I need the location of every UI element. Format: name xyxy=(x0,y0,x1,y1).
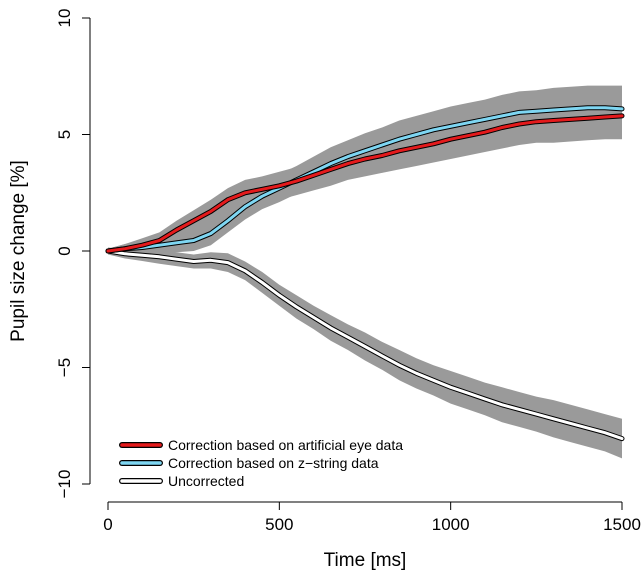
legend: Correction based on artificial eye data C… xyxy=(119,437,403,489)
x-tick-label: 1000 xyxy=(432,515,470,534)
series-lines xyxy=(105,105,625,442)
y-tick-label: −10 xyxy=(55,470,74,499)
legend-label: Correction based on z−string data xyxy=(168,455,379,471)
x-tick-label: 500 xyxy=(265,515,293,534)
series-line xyxy=(106,114,624,253)
y-tick-label: 0 xyxy=(55,246,74,255)
y-axis-title: Pupil size change [%] xyxy=(8,160,29,342)
y-tick-label: 5 xyxy=(55,130,74,139)
axes: 0 500 1000 1500 −10 −5 0 5 10 xyxy=(55,9,641,534)
y-tick-label: 10 xyxy=(55,9,74,28)
x-axis-title: Time [ms] xyxy=(324,550,407,571)
x-tick-label: 1500 xyxy=(603,515,641,534)
confidence-bands xyxy=(108,85,622,459)
series-line xyxy=(106,249,624,441)
legend-label: Correction based on artificial eye data xyxy=(168,437,403,453)
confidence-band xyxy=(108,247,622,459)
x-tick-label: 0 xyxy=(103,515,112,534)
legend-label: Uncorrected xyxy=(168,473,244,489)
y-tick-label: −5 xyxy=(55,358,74,377)
series-line xyxy=(106,106,624,253)
